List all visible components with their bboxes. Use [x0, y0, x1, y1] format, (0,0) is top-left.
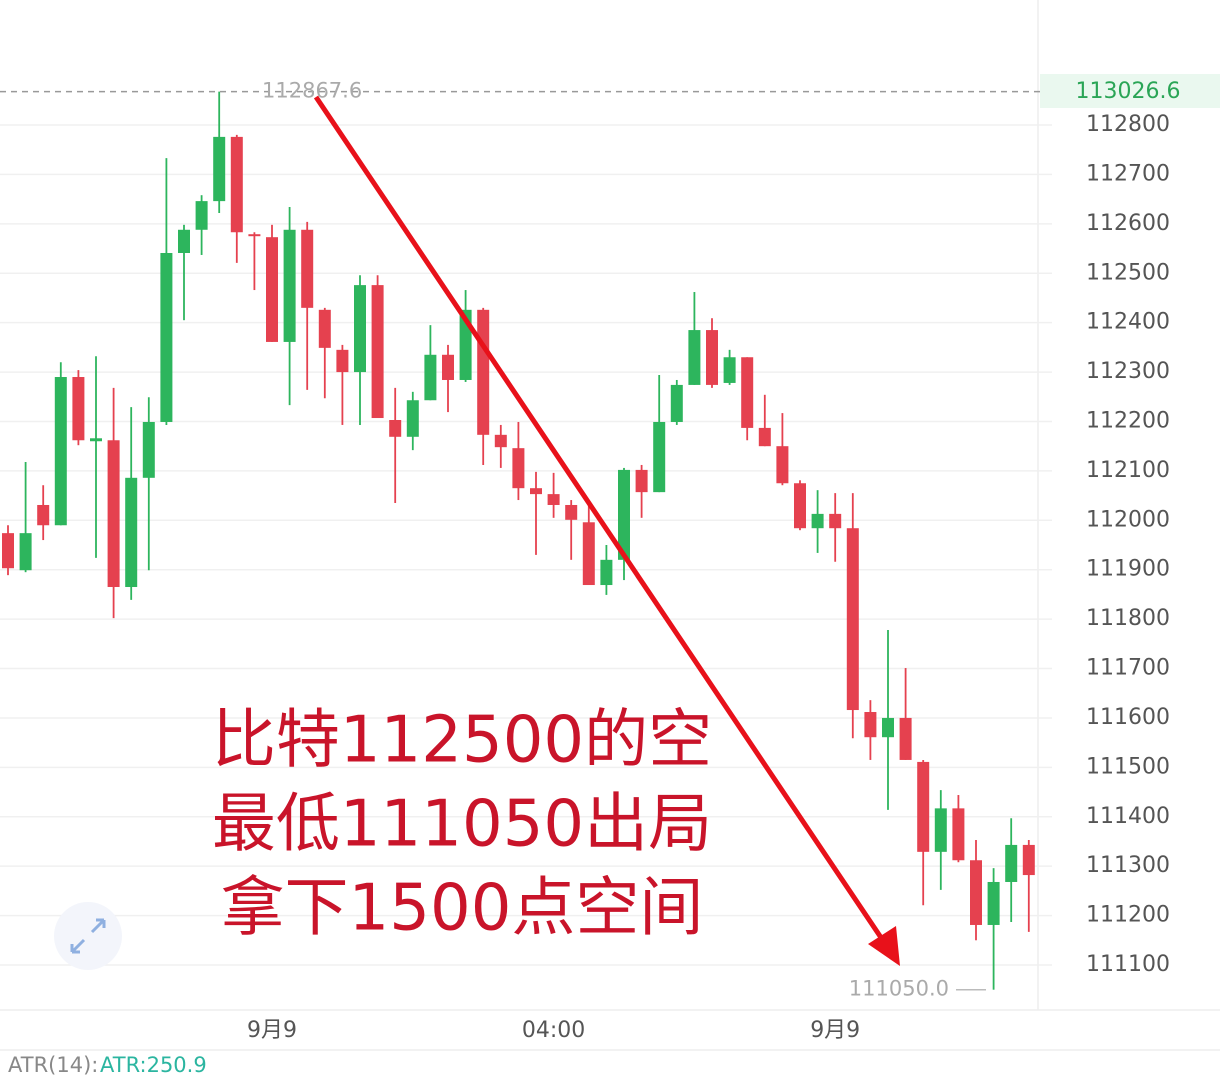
y-tick-label: 112500 — [1086, 260, 1170, 285]
candle-body — [142, 421, 155, 478]
candle-body — [653, 421, 666, 493]
candle-body — [1005, 844, 1018, 882]
y-tick-label: 111200 — [1086, 903, 1170, 928]
candle-body — [336, 349, 349, 373]
price-tag — [1040, 74, 1220, 108]
y-tick-label: 111500 — [1086, 754, 1170, 779]
y-tick-label: 112200 — [1086, 408, 1170, 433]
y-tick-label: 111800 — [1086, 606, 1170, 631]
candle-body — [741, 357, 754, 428]
candle-body — [758, 427, 771, 447]
candle-body — [987, 881, 1000, 925]
candle-body — [125, 477, 138, 588]
candle-body — [19, 533, 32, 571]
candle-body — [37, 504, 50, 526]
candle-body — [283, 229, 296, 342]
arrow-head — [868, 926, 900, 966]
candle-body — [72, 377, 85, 441]
trend-arrow — [313, 95, 889, 947]
candle-body — [2, 533, 14, 569]
candle-body — [582, 522, 595, 586]
candle-body — [688, 330, 701, 385]
candle-body — [723, 357, 736, 383]
y-tick-label: 112400 — [1086, 310, 1170, 335]
candle-body — [618, 469, 630, 560]
y-tick-label: 111300 — [1086, 853, 1170, 878]
annotation-line: 最低111050出局 — [212, 788, 712, 862]
candle-body — [406, 400, 419, 437]
candle-body — [354, 285, 366, 373]
candle-body — [811, 513, 824, 529]
candle-body — [706, 330, 718, 385]
max-label: 112867.6 — [262, 79, 362, 103]
y-tick-label: 111400 — [1086, 804, 1170, 829]
candle-body — [864, 712, 877, 738]
candle-body — [917, 761, 930, 852]
candle-body — [54, 377, 67, 526]
x-tick-label: 04:00 — [522, 1018, 585, 1043]
candle-body — [829, 513, 842, 529]
y-tick-label: 111900 — [1086, 557, 1170, 582]
candle-body — [1022, 844, 1035, 876]
candle-body — [248, 234, 261, 237]
candle-body — [970, 860, 982, 925]
annotation: 比特112500的空 最低111050出局 拿下1500点空间 — [212, 704, 712, 946]
x-tick-label: 9月9 — [810, 1018, 860, 1043]
y-tick-label: 112700 — [1086, 161, 1170, 186]
indicator-value: ATR:250.9 — [100, 1053, 207, 1076]
annotation-line: 拿下1500点空间 — [221, 872, 704, 946]
y-tick-label: 112000 — [1086, 507, 1170, 532]
candle-body — [512, 448, 525, 489]
candle-body — [160, 252, 173, 422]
y-tick-label: 111100 — [1086, 952, 1170, 977]
y-tick-label: 112100 — [1086, 458, 1170, 483]
candle-body — [882, 717, 894, 738]
candle-body — [195, 201, 208, 230]
candle-body — [899, 717, 912, 760]
candle-body — [90, 438, 102, 442]
y-tick-label: 112300 — [1086, 359, 1170, 384]
candle-body — [565, 504, 578, 520]
candle-body — [846, 528, 859, 711]
last-price: 113026.6 — [1076, 79, 1181, 104]
candle-body — [934, 808, 947, 852]
candle-body — [371, 285, 384, 419]
candle-body — [424, 354, 437, 401]
candle-body — [266, 237, 278, 342]
indicator-name: ATR(14): — [8, 1053, 98, 1076]
candle-body — [107, 440, 120, 588]
y-tick-label: 112600 — [1086, 211, 1170, 236]
annotation-line: 比特112500的空 — [212, 704, 712, 778]
candle-body — [318, 309, 331, 348]
candle-body — [301, 229, 314, 308]
candle-body — [547, 494, 560, 505]
candle-body — [213, 136, 226, 202]
candle-body — [178, 229, 190, 253]
candle-body — [230, 136, 243, 233]
candle-body — [776, 446, 789, 484]
y-tick-label: 111700 — [1086, 656, 1170, 681]
min-label: 111050.0 — [849, 977, 949, 1001]
candle-body — [389, 420, 402, 437]
candle-body — [477, 309, 490, 435]
candle-body — [670, 384, 683, 422]
x-tick-label: 9月9 — [247, 1018, 297, 1043]
expand-icon — [70, 918, 106, 954]
y-tick-label: 112800 — [1086, 112, 1170, 137]
candle-body — [635, 469, 648, 493]
candle-body — [442, 354, 454, 380]
candle-body — [952, 808, 965, 861]
candle-body — [494, 434, 507, 448]
y-tick-label: 111600 — [1086, 705, 1170, 730]
candle-body — [530, 488, 542, 495]
candle-body — [794, 483, 806, 529]
expand-button[interactable] — [54, 902, 122, 970]
grid — [0, 124, 1052, 966]
candle-body — [600, 559, 613, 586]
